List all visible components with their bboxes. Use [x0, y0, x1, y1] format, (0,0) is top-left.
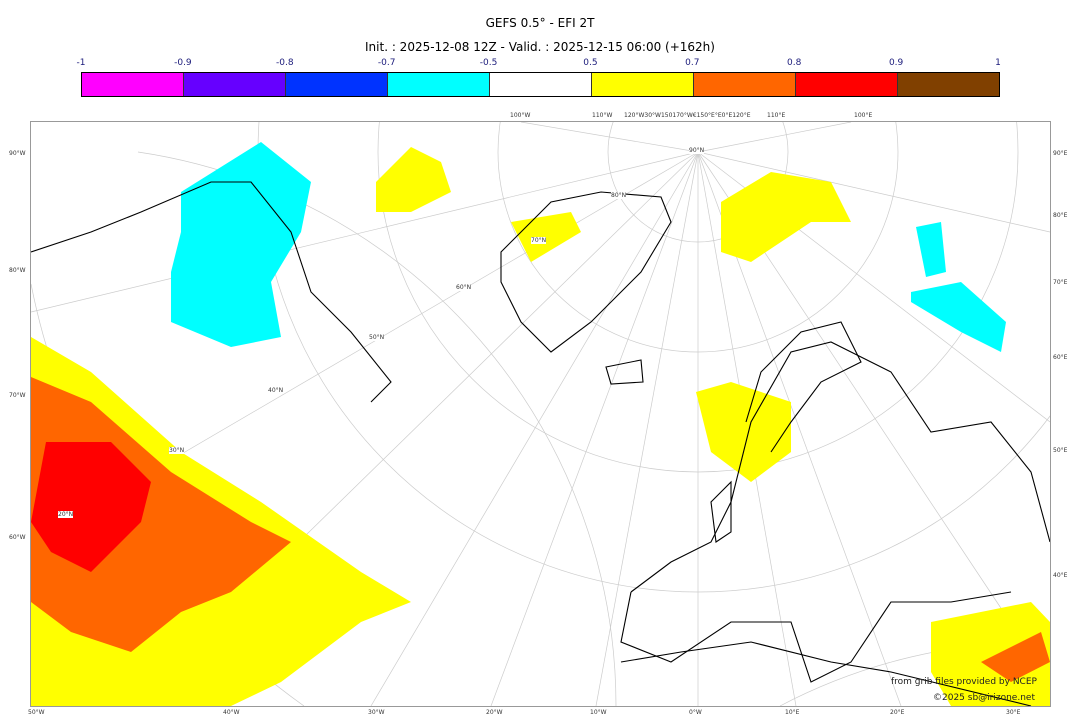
axis-tick-label: 50°W	[28, 709, 45, 716]
efi-area-cold-siberia-2	[916, 222, 946, 277]
coastline-africa	[620, 641, 1032, 706]
colorbar	[81, 72, 1000, 97]
colorbar-segment	[388, 73, 490, 96]
axis-tick-label: 20°W	[486, 709, 503, 716]
axis-tick-label: 40°W	[223, 709, 240, 716]
coastlines	[31, 181, 1050, 706]
colorbar-segment	[184, 73, 286, 96]
chart-title: GEFS 0.5° - EFI 2T	[485, 16, 595, 30]
colorbar-tick-label: 0.9	[888, 58, 904, 68]
coastline-iceland	[605, 359, 644, 385]
axis-tick-label: 30°W	[368, 709, 385, 716]
axis-tick-label: 90°W	[9, 150, 26, 157]
axis-tick-label: 60°E	[1053, 354, 1068, 361]
copyright: ©2025 sb@irizone.net	[933, 693, 1035, 703]
coastline-north-america	[31, 181, 392, 403]
colorbar-segment	[82, 73, 184, 96]
axis-tick-label: 110°W	[592, 112, 613, 119]
latitude-label: 40°N	[268, 387, 284, 394]
axis-tick-label: 20°E	[890, 709, 905, 716]
axis-tick-label: 80°W	[9, 267, 26, 274]
axis-tick-label: 100°E	[854, 112, 873, 119]
latitude-label: 50°N	[369, 334, 385, 341]
colorbar-segment	[592, 73, 694, 96]
colorbar-tick-label: 0.7	[685, 58, 700, 68]
axis-tick-label: 80°E	[1053, 212, 1068, 219]
efi-area-warm-atlantic-red	[31, 442, 151, 572]
latitude-label: 30°N	[169, 447, 185, 454]
efi-area-warm-mideast	[931, 602, 1050, 706]
latitude-label: 60°N	[456, 284, 472, 291]
chart-subtitle: Init. : 2025-12-08 12Z - Valid. : 2025-1…	[365, 40, 715, 54]
latitude-label: 80°N	[611, 192, 627, 199]
efi-area-warm-mideast-red	[981, 632, 1050, 682]
colorbar-tick-label: -1	[76, 58, 86, 68]
colorbar-tick-label: -0.9	[174, 58, 192, 68]
efi-area-cold-siberia	[911, 282, 1006, 352]
data-credit: from grib files provided by NCEP	[891, 677, 1037, 687]
map-canvas	[31, 122, 1050, 706]
coastline-scandinavia	[745, 321, 862, 453]
efi-area-cold-canada	[171, 142, 311, 347]
colorbar-segment	[694, 73, 796, 96]
colorbar-tick-label: -0.7	[377, 58, 396, 68]
coastline-britain	[710, 480, 732, 543]
colorbar-segment	[898, 73, 999, 96]
colorbar-tick-label: -0.8	[275, 58, 294, 68]
axis-tick-label: 100°W	[510, 112, 531, 119]
colorbar-tick-label: 1	[995, 58, 1001, 68]
colorbar-tick-label: -0.5	[479, 58, 498, 68]
axis-tick-label: 70°E	[1053, 279, 1068, 286]
axis-tick-label: 50°E	[1053, 447, 1068, 454]
axis-tick-label: 70°W	[9, 392, 26, 399]
axis-tick-label: 60°W	[9, 534, 26, 541]
colorbar-tick-label: 0.8	[787, 58, 802, 68]
colorbar-segment	[286, 73, 388, 96]
latitude-label: 70°N	[531, 237, 547, 244]
map-panel: 90°N 80°N 70°N 60°N 50°N 40°N 30°N 20°N	[30, 121, 1051, 707]
axis-tick-label: 30°E	[1006, 709, 1021, 716]
latitude-label: 20°N	[58, 511, 74, 518]
axis-tick-label: 40°E	[1053, 572, 1068, 579]
efi-area-warm-arctic	[721, 172, 851, 262]
colorbar-segment	[490, 73, 592, 96]
colorbar-segment	[796, 73, 898, 96]
colorbar-tick-label: 0.5	[583, 58, 598, 68]
axis-tick-label: 110°E	[767, 112, 786, 119]
coastline-greenland	[500, 191, 672, 353]
efi-area-warm-scandinavia	[696, 382, 791, 482]
axis-tick-label: 10°E	[785, 709, 800, 716]
coastline-europe	[620, 341, 1050, 683]
efi-fields	[31, 142, 1050, 706]
latitude-label: 90°N	[689, 147, 705, 154]
axis-tick-label: 0°W	[689, 709, 702, 716]
axis-tick-label: 10°W	[590, 709, 607, 716]
axis-tick-label: 120°W30°W150170°W€150°E°E0°E120°E	[624, 112, 751, 119]
efi-area-warm-greenland	[376, 147, 451, 212]
axis-tick-label: 90°E	[1053, 150, 1068, 157]
